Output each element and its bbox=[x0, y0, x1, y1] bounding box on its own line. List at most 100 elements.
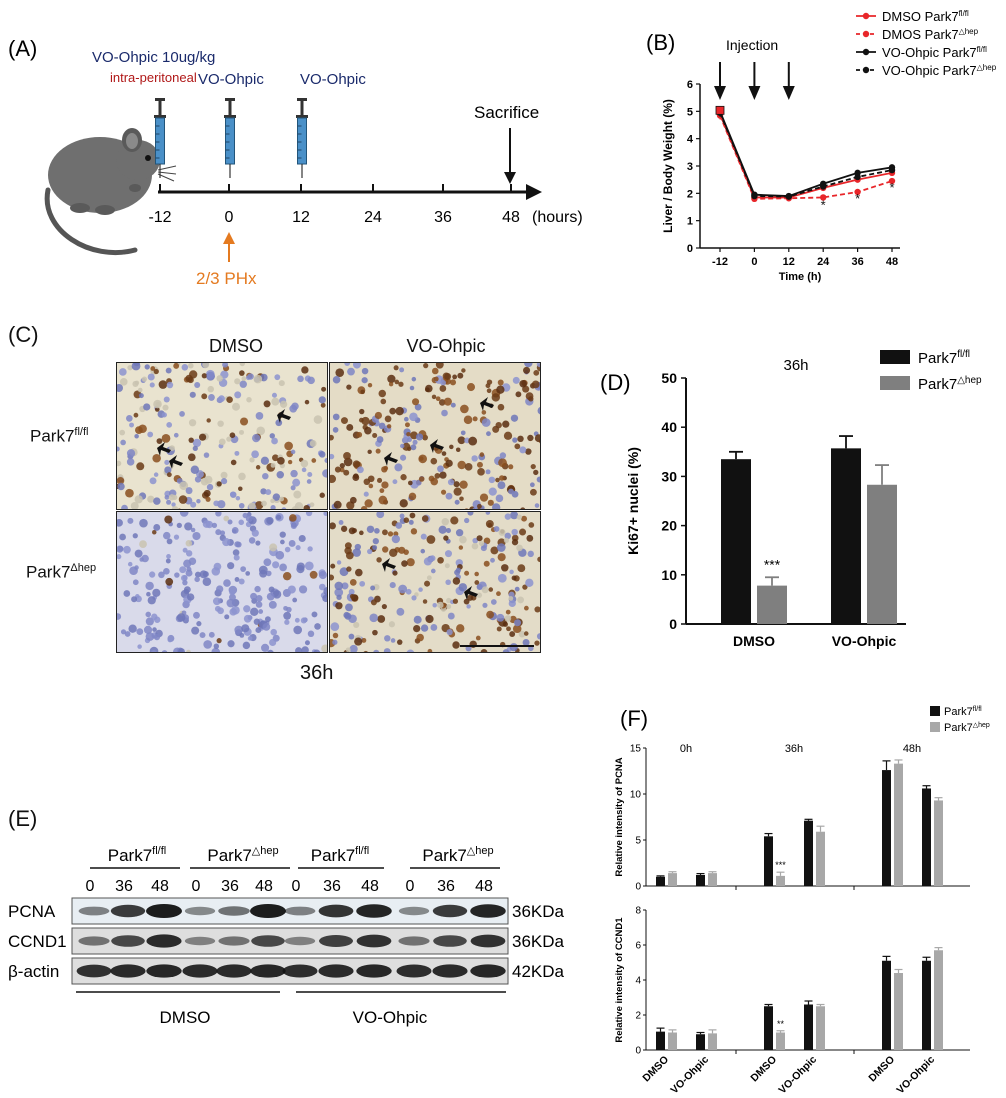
nucleus bbox=[353, 621, 360, 629]
blot-band bbox=[250, 904, 286, 918]
nucleus bbox=[425, 614, 434, 624]
nucleus bbox=[467, 594, 474, 601]
nucleus bbox=[529, 482, 535, 488]
nucleus bbox=[143, 625, 153, 634]
nucleus bbox=[349, 594, 355, 599]
panel-c-time-label: 36h bbox=[300, 662, 334, 684]
nucleus bbox=[530, 463, 536, 470]
blot-band bbox=[356, 964, 392, 978]
nucleus bbox=[265, 570, 272, 577]
nucleus bbox=[430, 568, 436, 574]
nucleus bbox=[529, 488, 537, 496]
nucleus bbox=[364, 426, 372, 435]
nucleus bbox=[202, 520, 211, 528]
blot-band bbox=[218, 906, 250, 916]
nucleus bbox=[479, 452, 485, 457]
nucleus bbox=[381, 603, 387, 610]
nucleus bbox=[410, 528, 418, 535]
nucleus bbox=[129, 422, 134, 428]
nucleus bbox=[190, 527, 196, 533]
nucleus bbox=[134, 549, 143, 558]
nucleus bbox=[320, 402, 326, 408]
nucleus bbox=[238, 486, 243, 492]
panel-d-legend-label: Park7△hep bbox=[918, 375, 982, 393]
nucleus bbox=[119, 429, 126, 436]
nucleus bbox=[524, 605, 529, 611]
nucleus bbox=[482, 602, 488, 608]
nucleus bbox=[321, 644, 327, 652]
micrograph-arrow-icon bbox=[384, 452, 398, 466]
nucleus bbox=[404, 422, 410, 428]
nucleus bbox=[353, 473, 359, 479]
nucleus bbox=[435, 363, 444, 369]
nucleus bbox=[272, 454, 279, 462]
nucleus bbox=[517, 564, 526, 573]
nucleus bbox=[294, 617, 300, 623]
nucleus bbox=[382, 546, 389, 553]
sacrifice-arrow-icon bbox=[504, 128, 516, 184]
micrograph-texture bbox=[117, 512, 327, 652]
blot-band bbox=[398, 906, 430, 916]
nucleus bbox=[493, 526, 500, 532]
nucleus bbox=[318, 570, 327, 580]
nucleus bbox=[307, 376, 315, 385]
nucleus bbox=[311, 611, 318, 618]
panel-b-x-tick-label: 0 bbox=[751, 256, 757, 268]
nucleus bbox=[344, 612, 352, 620]
blot-band bbox=[470, 964, 506, 978]
panel-f-category-label: VO-Ohpic bbox=[894, 1054, 937, 1097]
nucleus bbox=[293, 490, 302, 499]
nucleus bbox=[464, 463, 473, 471]
nucleus bbox=[127, 517, 134, 524]
nucleus bbox=[335, 368, 345, 377]
nucleus bbox=[515, 391, 522, 398]
nucleus bbox=[394, 463, 403, 472]
nucleus bbox=[485, 383, 491, 389]
panel-b-y-tick-label: 6 bbox=[687, 79, 693, 91]
syringe-icon-2 bbox=[224, 98, 236, 178]
panel-f-legend-swatch bbox=[930, 722, 940, 732]
nucleus bbox=[267, 649, 274, 652]
nucleus bbox=[486, 431, 491, 437]
nucleus bbox=[420, 533, 427, 540]
panel-d-y-tick-label: 10 bbox=[661, 567, 677, 583]
nucleus bbox=[268, 600, 277, 609]
nucleus bbox=[387, 374, 396, 384]
nucleus bbox=[125, 488, 134, 498]
nucleus bbox=[165, 367, 172, 374]
nucleus bbox=[347, 367, 355, 376]
nucleus bbox=[352, 548, 361, 557]
nucleus bbox=[461, 368, 466, 373]
nucleus bbox=[456, 624, 465, 633]
panel-f-time-label: 48h bbox=[903, 743, 921, 755]
nucleus bbox=[498, 458, 507, 468]
nucleus bbox=[459, 496, 464, 502]
panel-f-category-label: DMSO bbox=[866, 1054, 897, 1085]
nucleus bbox=[478, 540, 485, 547]
nucleus bbox=[455, 567, 461, 573]
nucleus bbox=[173, 432, 179, 438]
nucleus bbox=[307, 471, 313, 477]
panel-f-y-tick-label: 5 bbox=[635, 836, 641, 847]
nucleus bbox=[485, 512, 491, 515]
nucleus bbox=[263, 558, 272, 567]
nucleus bbox=[336, 560, 342, 565]
blot-band bbox=[284, 906, 316, 916]
nucleus bbox=[255, 594, 263, 602]
nucleus bbox=[240, 417, 249, 426]
nucleus bbox=[134, 380, 140, 386]
nucleus bbox=[196, 499, 201, 504]
nucleus bbox=[117, 482, 125, 491]
panel-f-bar bbox=[708, 1033, 717, 1050]
nucleus bbox=[147, 596, 156, 605]
nucleus bbox=[453, 487, 462, 496]
nucleus bbox=[129, 566, 138, 576]
nucleus bbox=[194, 476, 202, 483]
nucleus bbox=[239, 632, 245, 638]
nucleus bbox=[136, 628, 144, 635]
nucleus bbox=[360, 389, 365, 395]
nucleus bbox=[279, 531, 286, 538]
nucleus bbox=[501, 564, 509, 572]
nucleus bbox=[220, 471, 228, 479]
nucleus bbox=[208, 394, 215, 401]
